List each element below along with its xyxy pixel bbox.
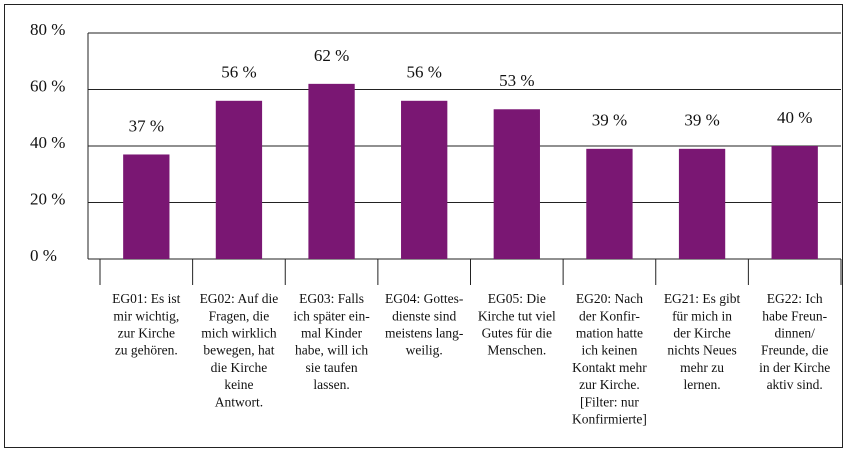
- bar: [215, 100, 263, 259]
- x-tick-label: zur Kirche: [118, 325, 175, 340]
- data-label: 53 %: [499, 71, 534, 90]
- x-tick-label: Menschen.: [487, 343, 546, 358]
- x-tick-label: EG21: Es gibt: [664, 291, 741, 306]
- bar: [123, 154, 170, 259]
- x-tick-label: ich keinen: [582, 343, 638, 358]
- y-tick-label: 60 %: [30, 76, 65, 95]
- x-tick-label: Antwort.: [215, 394, 263, 409]
- bar: [308, 83, 355, 259]
- data-label: 39 %: [684, 111, 719, 130]
- bar: [586, 148, 633, 259]
- x-tick-label: Konfirmierte]: [572, 411, 647, 426]
- data-label: 39 %: [592, 111, 627, 130]
- x-tick-label: Gutes für die: [482, 325, 552, 340]
- x-tick-label: habe, will ich: [295, 343, 368, 358]
- chart-frame: [4, 4, 843, 448]
- x-tick-label: EG01: Es ist: [112, 291, 181, 306]
- x-tick-label: mir wichtig,: [113, 308, 179, 323]
- data-label: 56 %: [406, 63, 441, 82]
- x-tick-label: EG03: Falls: [299, 291, 364, 306]
- x-tick-label: die Kirche: [211, 360, 268, 375]
- y-tick-label: 40 %: [30, 133, 65, 152]
- data-label: 37 %: [129, 116, 164, 135]
- x-tick-label: ich später ein-: [293, 308, 370, 323]
- x-tick-label: EG05: Die: [488, 291, 546, 306]
- x-tick-label: in der Kirche: [759, 360, 830, 375]
- x-tick-label: aktiv sind.: [767, 377, 823, 392]
- x-tick-label: lassen.: [313, 377, 349, 392]
- x-tick-label: meistens lang-: [385, 325, 464, 340]
- x-tick-label: der Konfir-: [579, 308, 640, 323]
- data-label: 56 %: [221, 63, 256, 82]
- x-tick-label: bewegen, hat: [203, 343, 274, 358]
- x-tick-label: Kirche tut viel: [478, 308, 556, 323]
- x-tick-label: habe Freun-: [762, 308, 827, 323]
- x-tick-label: mal Kinder: [301, 325, 363, 340]
- x-tick-label: zur Kirche.: [579, 377, 640, 392]
- x-tick-label: weilig.: [406, 343, 443, 358]
- x-tick-label: Fragen, die: [209, 308, 270, 323]
- x-tick-label: [Filter: nur: [580, 394, 639, 409]
- x-tick-label: keine: [224, 377, 253, 392]
- y-tick-label: 0 %: [30, 246, 57, 265]
- x-tick-label: mation hatte: [576, 325, 643, 340]
- bar: [678, 148, 726, 259]
- x-tick-label: EG22: Ich: [767, 291, 823, 306]
- x-tick-label: für mich in: [672, 308, 732, 323]
- x-tick-label: EG02: Auf die: [200, 291, 279, 306]
- x-tick-label: Kontakt mehr: [572, 360, 647, 375]
- y-tick-label: 20 %: [30, 189, 65, 208]
- bar: [771, 146, 818, 259]
- x-tick-label: EG04: Gottes-: [385, 291, 464, 306]
- bar: [493, 109, 540, 260]
- x-tick-label: Freunde, die: [761, 343, 828, 358]
- y-tick-label: 80 %: [30, 20, 65, 39]
- x-tick-label: dinnen/: [774, 325, 815, 340]
- data-label: 40 %: [777, 108, 812, 127]
- x-tick-label: mich wirklich: [201, 325, 277, 340]
- bar: [401, 100, 448, 259]
- x-tick-label: der Kirche: [673, 325, 730, 340]
- x-tick-label: nichts Neues: [667, 343, 736, 358]
- x-tick-label: sie taufen: [306, 360, 358, 375]
- x-tick-label: zu gehören.: [115, 343, 178, 358]
- x-tick-label: mehr zu: [680, 360, 724, 375]
- x-tick-label: dienste sind: [392, 308, 456, 323]
- data-label: 62 %: [314, 46, 349, 65]
- x-tick-label: lernen.: [684, 377, 721, 392]
- x-tick-label: EG20: Nach: [576, 291, 643, 306]
